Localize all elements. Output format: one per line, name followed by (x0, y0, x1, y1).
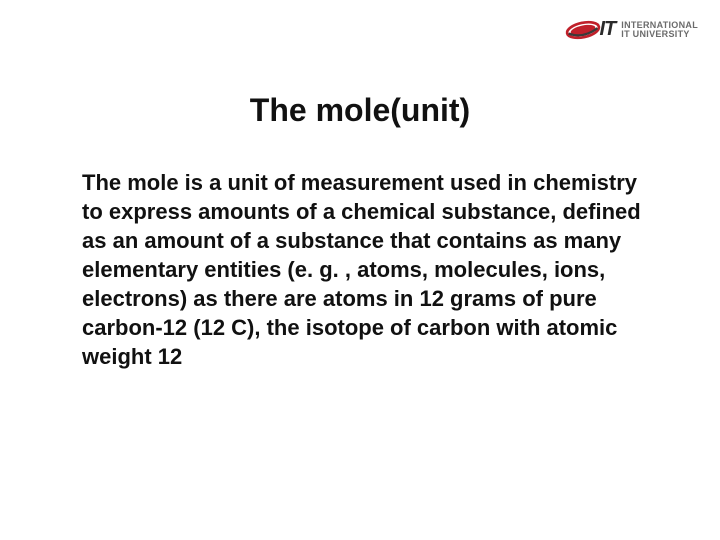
logo: IT INTERNATIONAL IT UNIVERSITY (565, 18, 698, 41)
logo-label-line2: IT UNIVERSITY (621, 30, 698, 39)
body-paragraph: The mole is a unit of measurement used i… (82, 168, 642, 371)
logo-mark: IT (565, 18, 615, 41)
slide: IT INTERNATIONAL IT UNIVERSITY The mole(… (0, 0, 720, 540)
logo-swoosh-icon (565, 19, 601, 41)
logo-label: INTERNATIONAL IT UNIVERSITY (621, 21, 698, 39)
page-title: The mole(unit) (0, 92, 720, 129)
logo-it-text: IT (599, 18, 615, 41)
